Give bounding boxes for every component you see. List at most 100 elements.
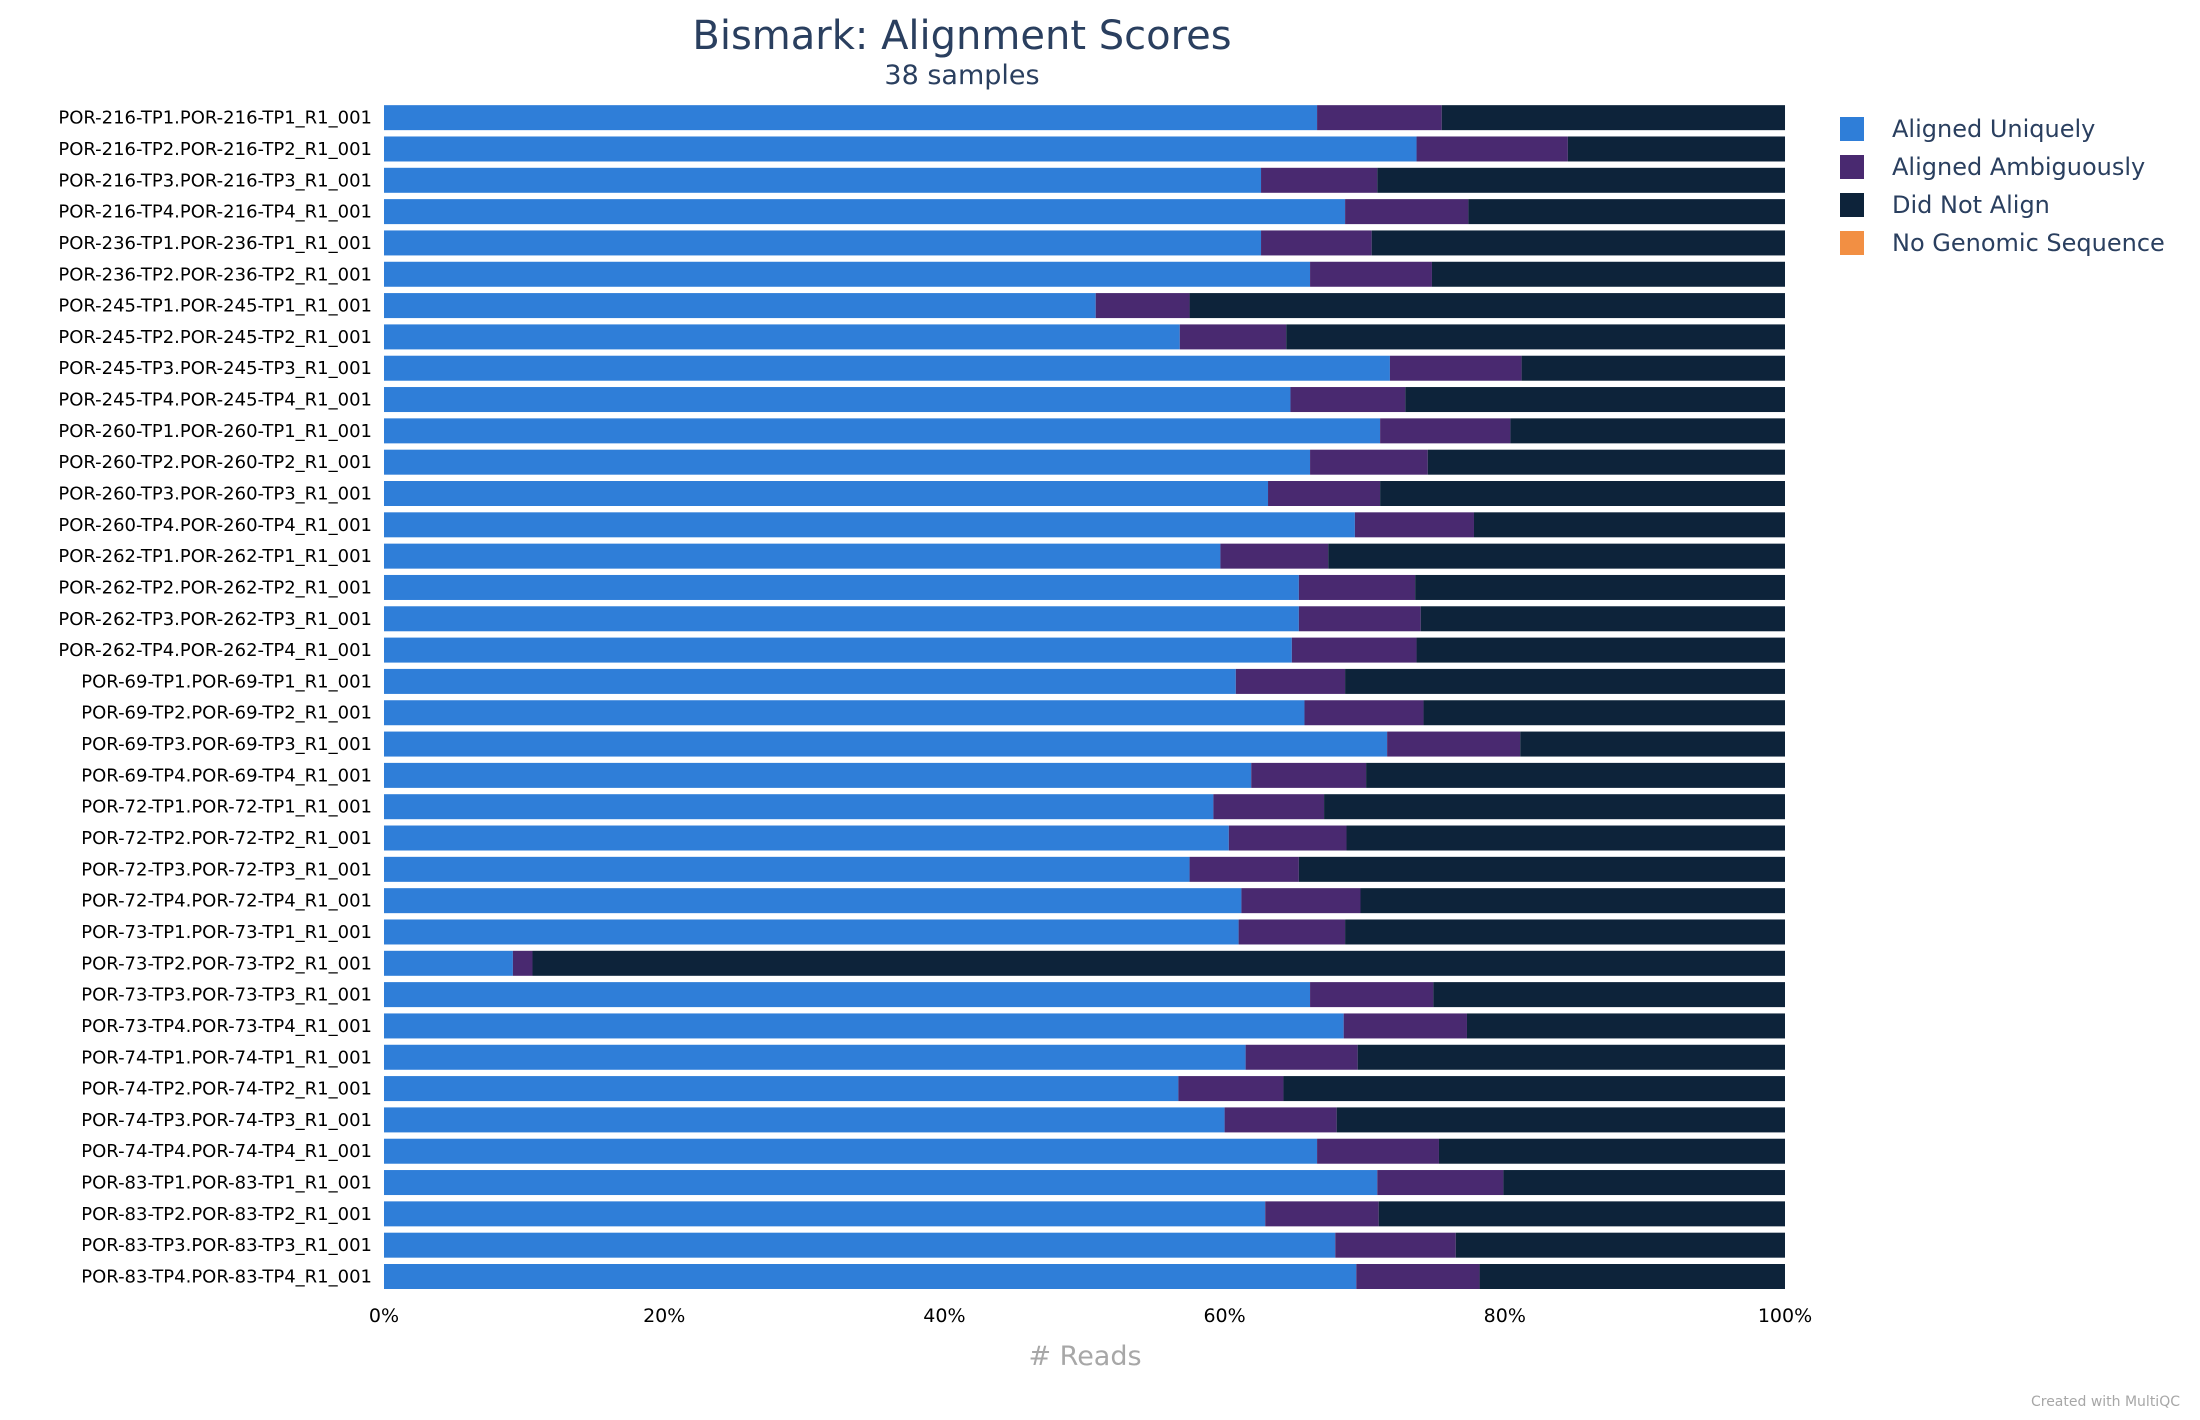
bar-did-not-align-16[interactable]: [1420, 606, 1785, 632]
bar-aligned-ambiguously-10[interactable]: [1380, 418, 1511, 444]
legend-label-no-genomic-sequence[interactable]: No Genomic Sequence: [1892, 229, 2165, 257]
bar-did-not-align-37[interactable]: [1479, 1264, 1785, 1289]
bar-aligned-uniquely-27[interactable]: [384, 950, 513, 976]
bar-did-not-align-33[interactable]: [1438, 1138, 1785, 1164]
legend-label-did-not-align[interactable]: Did Not Align: [1892, 191, 2050, 219]
bar-did-not-align-29[interactable]: [1466, 1013, 1785, 1039]
bar-aligned-ambiguously-27[interactable]: [512, 950, 533, 976]
bar-aligned-uniquely-30[interactable]: [384, 1044, 1246, 1070]
bar-aligned-ambiguously-1[interactable]: [1416, 136, 1568, 162]
bar-did-not-align-13[interactable]: [1473, 512, 1785, 538]
bar-aligned-ambiguously-4[interactable]: [1261, 230, 1372, 256]
bar-aligned-uniquely-24[interactable]: [384, 856, 1190, 882]
bar-aligned-ambiguously-24[interactable]: [1189, 856, 1299, 882]
bar-aligned-uniquely-22[interactable]: [384, 794, 1214, 820]
bar-aligned-ambiguously-14[interactable]: [1220, 543, 1329, 569]
bar-did-not-align-9[interactable]: [1405, 387, 1785, 413]
bar-aligned-ambiguously-19[interactable]: [1304, 700, 1424, 726]
bar-aligned-ambiguously-9[interactable]: [1290, 387, 1406, 413]
bar-did-not-align-25[interactable]: [1360, 888, 1786, 914]
bar-aligned-ambiguously-16[interactable]: [1298, 606, 1421, 632]
bar-aligned-uniquely-34[interactable]: [384, 1170, 1378, 1196]
bar-did-not-align-30[interactable]: [1357, 1044, 1785, 1070]
bar-aligned-uniquely-12[interactable]: [384, 481, 1269, 506]
bar-did-not-align-17[interactable]: [1416, 637, 1785, 663]
bar-aligned-uniquely-26[interactable]: [384, 919, 1239, 945]
bar-did-not-align-34[interactable]: [1503, 1170, 1785, 1196]
bar-aligned-ambiguously-35[interactable]: [1265, 1201, 1379, 1227]
bar-aligned-uniquely-17[interactable]: [384, 637, 1292, 663]
bar-aligned-uniquely-33[interactable]: [384, 1138, 1318, 1164]
bar-aligned-uniquely-4[interactable]: [384, 230, 1262, 256]
bar-aligned-ambiguously-12[interactable]: [1268, 481, 1381, 506]
bar-did-not-align-31[interactable]: [1283, 1076, 1785, 1102]
bar-aligned-ambiguously-33[interactable]: [1317, 1138, 1439, 1164]
bar-did-not-align-2[interactable]: [1377, 167, 1785, 193]
legend-swatch-did-not-align[interactable]: [1840, 193, 1864, 217]
bar-aligned-uniquely-8[interactable]: [384, 355, 1390, 381]
bar-aligned-uniquely-10[interactable]: [384, 418, 1381, 444]
bar-did-not-align-32[interactable]: [1336, 1107, 1785, 1133]
bar-aligned-ambiguously-28[interactable]: [1310, 982, 1434, 1008]
bar-aligned-ambiguously-11[interactable]: [1310, 449, 1428, 475]
bar-aligned-uniquely-23[interactable]: [384, 825, 1229, 851]
bar-aligned-uniquely-6[interactable]: [384, 293, 1096, 319]
bar-did-not-align-11[interactable]: [1427, 449, 1785, 475]
bar-aligned-ambiguously-37[interactable]: [1356, 1264, 1480, 1289]
bar-aligned-uniquely-20[interactable]: [384, 731, 1388, 757]
bar-aligned-uniquely-16[interactable]: [384, 606, 1299, 632]
bar-aligned-ambiguously-3[interactable]: [1345, 199, 1469, 225]
bar-aligned-uniquely-36[interactable]: [384, 1232, 1336, 1258]
bar-aligned-uniquely-11[interactable]: [384, 449, 1311, 475]
bar-aligned-ambiguously-17[interactable]: [1291, 637, 1417, 663]
legend-swatch-no-genomic-sequence[interactable]: [1840, 231, 1864, 255]
bar-did-not-align-21[interactable]: [1366, 762, 1785, 788]
bar-did-not-align-1[interactable]: [1567, 136, 1786, 162]
bar-did-not-align-3[interactable]: [1468, 199, 1785, 225]
bar-did-not-align-26[interactable]: [1345, 919, 1785, 945]
bar-did-not-align-10[interactable]: [1510, 418, 1785, 444]
bar-aligned-uniquely-13[interactable]: [384, 512, 1355, 538]
bar-aligned-ambiguously-8[interactable]: [1389, 355, 1522, 381]
bar-aligned-uniquely-18[interactable]: [384, 668, 1236, 694]
bar-did-not-align-28[interactable]: [1433, 982, 1785, 1008]
bar-aligned-ambiguously-2[interactable]: [1261, 167, 1378, 193]
bar-did-not-align-6[interactable]: [1189, 293, 1785, 319]
bar-did-not-align-19[interactable]: [1423, 700, 1785, 726]
bar-aligned-ambiguously-23[interactable]: [1228, 825, 1347, 851]
bar-aligned-uniquely-2[interactable]: [384, 167, 1262, 193]
bar-did-not-align-4[interactable]: [1371, 230, 1785, 256]
bar-aligned-ambiguously-0[interactable]: [1317, 105, 1442, 131]
bar-did-not-align-12[interactable]: [1380, 481, 1785, 506]
bar-aligned-uniquely-29[interactable]: [384, 1013, 1344, 1039]
bar-aligned-uniquely-0[interactable]: [384, 105, 1318, 131]
bar-aligned-uniquely-28[interactable]: [384, 982, 1311, 1008]
bar-aligned-ambiguously-29[interactable]: [1343, 1013, 1467, 1039]
bar-did-not-align-36[interactable]: [1455, 1232, 1785, 1258]
bar-did-not-align-24[interactable]: [1298, 856, 1785, 882]
bar-did-not-align-8[interactable]: [1521, 355, 1785, 381]
bar-aligned-uniquely-19[interactable]: [384, 700, 1305, 726]
bar-aligned-uniquely-15[interactable]: [384, 574, 1299, 600]
bar-did-not-align-5[interactable]: [1431, 261, 1785, 287]
bar-aligned-uniquely-25[interactable]: [384, 888, 1242, 914]
bar-did-not-align-7[interactable]: [1286, 324, 1785, 350]
bar-aligned-ambiguously-15[interactable]: [1298, 574, 1416, 600]
legend-label-aligned-ambiguously[interactable]: Aligned Ambiguously: [1892, 153, 2145, 181]
bar-aligned-uniquely-31[interactable]: [384, 1076, 1179, 1102]
bar-aligned-uniquely-9[interactable]: [384, 387, 1291, 413]
bar-aligned-ambiguously-26[interactable]: [1238, 919, 1346, 945]
bar-aligned-uniquely-5[interactable]: [384, 261, 1311, 287]
bar-did-not-align-27[interactable]: [532, 950, 1785, 976]
bar-did-not-align-23[interactable]: [1346, 825, 1785, 851]
bar-aligned-ambiguously-5[interactable]: [1310, 261, 1432, 287]
bar-did-not-align-22[interactable]: [1324, 794, 1785, 820]
bar-aligned-ambiguously-13[interactable]: [1354, 512, 1474, 538]
bar-did-not-align-0[interactable]: [1441, 105, 1786, 131]
bar-aligned-ambiguously-25[interactable]: [1241, 888, 1361, 914]
bar-did-not-align-15[interactable]: [1415, 574, 1785, 600]
bar-aligned-uniquely-3[interactable]: [384, 199, 1346, 225]
bar-aligned-uniquely-21[interactable]: [384, 762, 1252, 788]
bar-aligned-uniquely-7[interactable]: [384, 324, 1180, 350]
bar-did-not-align-35[interactable]: [1378, 1201, 1785, 1227]
